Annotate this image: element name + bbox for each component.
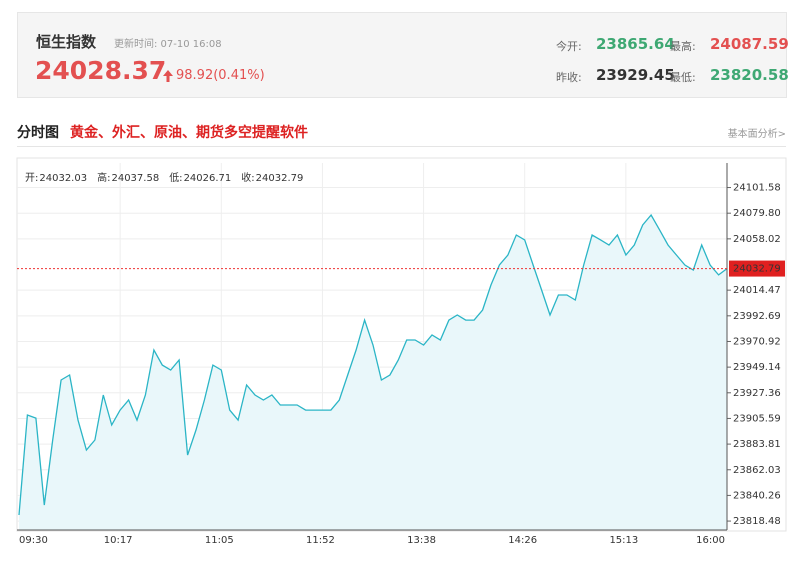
ohlc-value: 24037.58 (111, 173, 159, 184)
x-tick-label: 11:05 (205, 535, 234, 546)
price: 24028.37 (35, 56, 167, 85)
last-price-label: 24032.79 (733, 264, 781, 275)
stat-value: 23929.45 (596, 66, 675, 84)
ohlc-value: 24032.79 (256, 173, 304, 184)
y-tick-label: 23949.14 (733, 362, 781, 373)
y-tick-label: 23905.59 (733, 413, 781, 424)
y-tick-label: 23927.36 (733, 388, 781, 399)
x-tick-label: 14:26 (508, 535, 537, 546)
ohlc-value: 24032.03 (39, 173, 87, 184)
change: 98.92(0.41%) (176, 68, 265, 83)
index-name: 恒生指数 (36, 33, 97, 51)
stat-value: 23865.64 (596, 35, 675, 53)
x-tick-label: 15:13 (609, 535, 638, 546)
y-tick-label: 23818.48 (733, 516, 781, 527)
stat-label: 最低: (670, 71, 696, 84)
x-tick-label: 11:52 (306, 535, 335, 546)
section-title: 分时图 (17, 125, 59, 141)
stat-value: 24087.59 (710, 35, 789, 53)
more-link[interactable]: 基本面分析> (727, 129, 786, 140)
ohlc-label: 低: (169, 171, 182, 184)
area (19, 215, 727, 530)
x-tick-label: 16:00 (696, 535, 725, 546)
x-tick-label: 10:17 (104, 535, 133, 546)
y-tick-label: 23992.69 (733, 311, 781, 322)
stat-label: 昨收: (556, 71, 582, 84)
chart-frame (16, 157, 787, 532)
stat-label: 今开: (556, 40, 582, 53)
ohlc-label: 开: (25, 173, 38, 184)
y-tick-label: 23840.26 (733, 490, 781, 501)
y-tick-label: 24058.02 (733, 234, 781, 245)
y-tick-label: 24014.47 (733, 285, 781, 296)
ad-link[interactable]: 黄金、外汇、原油、期货多空提醒软件 (70, 125, 308, 141)
y-tick-label: 24079.80 (733, 208, 781, 219)
x-tick-label: 09:30 (19, 535, 48, 546)
y-tick-label: 24101.58 (733, 183, 781, 194)
stat-label: 最高: (670, 40, 696, 53)
ohlc-label: 高: (97, 171, 110, 184)
price-line (18, 213, 728, 516)
up-arrow (163, 70, 173, 82)
last-price-box (729, 260, 785, 277)
ohlc-label: 收: (241, 171, 254, 184)
update-time: 更新时间: 07-10 16:08 (114, 39, 222, 50)
y-tick-label: 23862.03 (733, 465, 781, 476)
stat-value: 23820.58 (710, 66, 789, 84)
ohlc-value: 24026.71 (184, 173, 232, 184)
y-tick-label: 23970.92 (733, 336, 781, 347)
x-tick-label: 13:38 (407, 535, 436, 546)
quote-header: 恒生指数 更新时间: 07-10 16:08 24028.37 98.92(0.… (17, 12, 789, 98)
y-tick-label: 23883.81 (733, 439, 781, 450)
divider (17, 146, 786, 147)
